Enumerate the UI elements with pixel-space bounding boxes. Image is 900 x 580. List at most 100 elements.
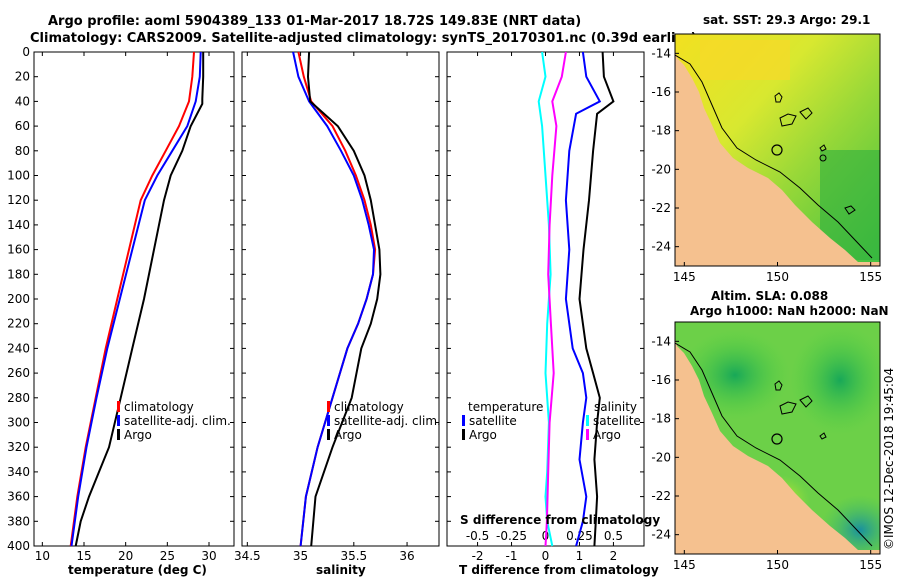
x-tick-label: 0 (542, 549, 550, 563)
legend-swatch-climatology (117, 401, 120, 412)
y-tick-label: 300 (7, 416, 30, 430)
x-tick-label: 15 (76, 549, 91, 563)
sla-high-region-east (790, 325, 880, 435)
legend-swatch-s-argo (586, 429, 589, 440)
y-tick-label: 100 (7, 169, 30, 183)
map-x-tick-label: 145 (673, 558, 696, 572)
x-tick-label: 20 (118, 549, 133, 563)
difference-panel (446, 51, 645, 547)
series-line-argo (74, 52, 205, 547)
map-y-tick-label: -20 (651, 162, 671, 176)
map-x-tick-label: 155 (859, 270, 882, 284)
argo-profile-marker (771, 144, 783, 156)
temperature-xlabel: temperature (deg C) (68, 563, 207, 577)
title-line-2: Climatology: CARS2009. Satellite-adjuste… (30, 31, 697, 46)
sla-map-axes: -14 -16 -18 -20 -22 -24 145 150 155 (651, 334, 882, 572)
salinity-chart: 34.5 35 35.5 36 (234, 51, 439, 563)
map-x-tick-label: 145 (673, 270, 696, 284)
x-tick-label-top: -0.5 (466, 529, 489, 543)
y-tick-label: 180 (7, 267, 30, 281)
legend-label-argo: Argo (334, 428, 362, 442)
legend-swatch-climatology (327, 401, 330, 412)
map-y-tick-label: -18 (651, 124, 671, 138)
x-tick-label: -2 (472, 549, 484, 563)
legend-label-climatology: climatology (334, 400, 404, 414)
y-tick-label: 380 (7, 514, 30, 528)
x-tick-label: 34.5 (234, 549, 261, 563)
y-tick-label: 80 (15, 144, 30, 158)
map-y-tick-label: -16 (651, 85, 671, 99)
sla-map (675, 322, 880, 554)
legend-swatch-t-argo (462, 429, 465, 440)
reef-outlines (774, 380, 827, 440)
s-difference-xlabel: S difference from climatology (460, 513, 660, 527)
x-tick-label: 10 (35, 549, 50, 563)
map-y-tick-label: -22 (651, 201, 671, 215)
map-y-tick-label: -24 (651, 240, 671, 254)
legend-label-t-satellite: satellite (469, 414, 517, 428)
difference-chart: -2 -1 0 1 2-0.5 -0.25 0 0.25 0.5 (447, 51, 644, 563)
legend-label-satellite: satellite-adj. clim. (334, 414, 441, 428)
difference-legend: temperature satellite Argo salinity sate… (462, 400, 641, 442)
legend-title-salinity: salinity (594, 400, 637, 414)
reef-outlines (774, 92, 856, 215)
x-tick-label: 25 (160, 549, 175, 563)
y-tick-label: 240 (7, 341, 30, 355)
y-tick-label: 280 (7, 391, 30, 405)
y-tick-label: 60 (15, 119, 30, 133)
legend-swatch-t-satellite (462, 415, 465, 426)
x-tick-label: 2 (610, 549, 618, 563)
map-y-tick-label: -16 (651, 373, 671, 387)
legend-label-argo: Argo (124, 428, 152, 442)
legend-swatch-s-satellite (586, 415, 589, 426)
map-y-tick-label: -20 (651, 450, 671, 464)
x-tick-label: 30 (201, 549, 216, 563)
y-tick-label: 360 (7, 490, 30, 504)
sst-map (675, 34, 880, 266)
series-line-t-argo (564, 51, 602, 547)
y-tick-label: 40 (15, 94, 30, 108)
y-tick-label: 260 (7, 366, 30, 380)
sla-map-title-1: Altim. SLA: 0.088 (711, 289, 828, 303)
series-line-s-argo (578, 51, 615, 547)
sst-map-axes: -14 -16 -18 -20 -22 -24 145 150 155 (651, 46, 882, 284)
x-tick-label: 1 (576, 549, 584, 563)
sst-map-title: sat. SST: 29.3 Argo: 29.1 (703, 13, 870, 27)
y-tick-label: 400 (7, 539, 30, 553)
salinity-panel (241, 51, 440, 547)
depth-contour (675, 54, 873, 259)
legend-label-s-satellite: satellite (593, 414, 641, 428)
depth-contour (675, 342, 873, 547)
title-line-1: Argo profile: aoml 5904389_133 01-Mar-20… (48, 14, 581, 29)
y-tick-label: 340 (7, 465, 30, 479)
legend-swatch-satellite (117, 415, 120, 426)
sla-map-title-2: Argo h1000: NaN h2000: NaN (690, 304, 889, 318)
series-line-s-satellite (544, 51, 567, 547)
secondary-marker (819, 154, 827, 162)
map-y-tick-label: -14 (651, 334, 671, 348)
salinity-legend: climatology satellite-adj. clim. Argo (327, 400, 441, 442)
sst-warm-patch (700, 40, 790, 80)
x-tick-label: 35.5 (340, 549, 367, 563)
imos-timestamp: ©IMOS 12-Dec-2018 19:45:04 (882, 368, 896, 550)
series-line-satellite-adj-clim- (292, 51, 376, 547)
map-y-tick-label: -14 (651, 46, 671, 60)
legend-label-s-argo: Argo (593, 428, 621, 442)
x-tick-label-top: 0.5 (604, 529, 623, 543)
map-x-tick-label: 155 (859, 558, 882, 572)
y-tick-label: 120 (7, 193, 30, 207)
temperature-chart: 0 20 40 60 80 100 120 140 160 180 200 220 240 260 280 3… (7, 45, 234, 563)
map-x-tick-label: 150 (766, 558, 789, 572)
legend-label-satellite: satellite-adj. clim. (124, 414, 231, 428)
x-tick-label: 36 (399, 549, 414, 563)
y-tick-label: 140 (7, 218, 30, 232)
legend-swatch-argo (327, 429, 330, 440)
y-tick-label: 220 (7, 317, 30, 331)
y-tick-label: 200 (7, 292, 30, 306)
salinity-xlabel: salinity (316, 563, 366, 577)
x-tick-label: 35 (293, 549, 308, 563)
y-tick-label: 320 (7, 440, 30, 454)
y-tick-label: 160 (7, 243, 30, 257)
land-mass (675, 34, 880, 266)
